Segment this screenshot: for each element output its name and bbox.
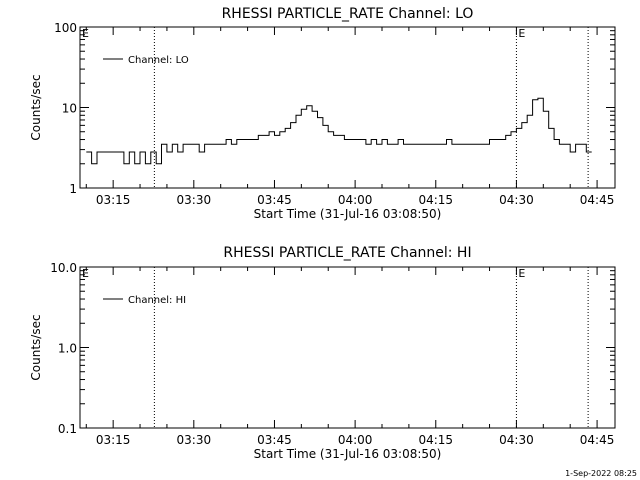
x-tick-label: 04:15 <box>418 193 453 207</box>
x-tick-label: 03:15 <box>96 193 131 207</box>
x-tick-label: 03:30 <box>177 193 212 207</box>
y-tick-label: 10.0 <box>50 261 77 275</box>
x-tick-label: 04:30 <box>499 433 534 447</box>
event-marker-label: E <box>518 27 525 40</box>
y-tick-label: 1.0 <box>58 342 77 356</box>
x-tick-label: 03:30 <box>177 433 212 447</box>
y-tick-label: 1 <box>69 182 77 196</box>
x-tick-label: 03:15 <box>96 433 131 447</box>
y-axis-label: Counts/sec <box>29 74 43 140</box>
y-tick-label: 0.1 <box>58 422 77 436</box>
x-tick-label: 04:15 <box>418 433 453 447</box>
chart-title: RHESSI PARTICLE_RATE Channel: LO <box>222 6 474 22</box>
legend-entry: Channel: LO <box>128 55 189 66</box>
chart-panel-lo: RHESSI PARTICLE_RATE Channel: LO Start Ti… <box>29 6 616 221</box>
legend-entry: Channel: HI <box>128 295 186 306</box>
x-tick-label: 04:00 <box>338 193 373 207</box>
y-tick-label: 10 <box>62 102 77 116</box>
event-marker-label: E <box>518 267 525 280</box>
series-line <box>86 97 592 165</box>
x-tick-label: 03:45 <box>257 193 292 207</box>
chart-title: RHESSI PARTICLE_RATE Channel: HI <box>223 245 471 261</box>
x-axis-label: Start Time (31-Jul-16 03:08:50) <box>254 207 442 221</box>
x-tick-label: 04:45 <box>580 433 615 447</box>
y-axis-label: Counts/sec <box>29 314 43 380</box>
x-axis-label: Start Time (31-Jul-16 03:08:50) <box>254 447 442 461</box>
x-tick-label: 03:45 <box>257 433 292 447</box>
x-tick-label: 04:45 <box>580 193 615 207</box>
event-marker-label: E <box>82 267 89 280</box>
y-tick-label: 100 <box>54 21 77 35</box>
x-tick-label: 04:00 <box>338 433 373 447</box>
event-marker-label: E <box>82 27 89 40</box>
chart-panel-hi: RHESSI PARTICLE_RATE Channel: HI Start Ti… <box>29 245 616 461</box>
footer-timestamp: 1-Sep-2022 08:25 <box>565 469 637 478</box>
plot-frame <box>79 266 616 429</box>
x-tick-label: 04:30 <box>499 193 534 207</box>
